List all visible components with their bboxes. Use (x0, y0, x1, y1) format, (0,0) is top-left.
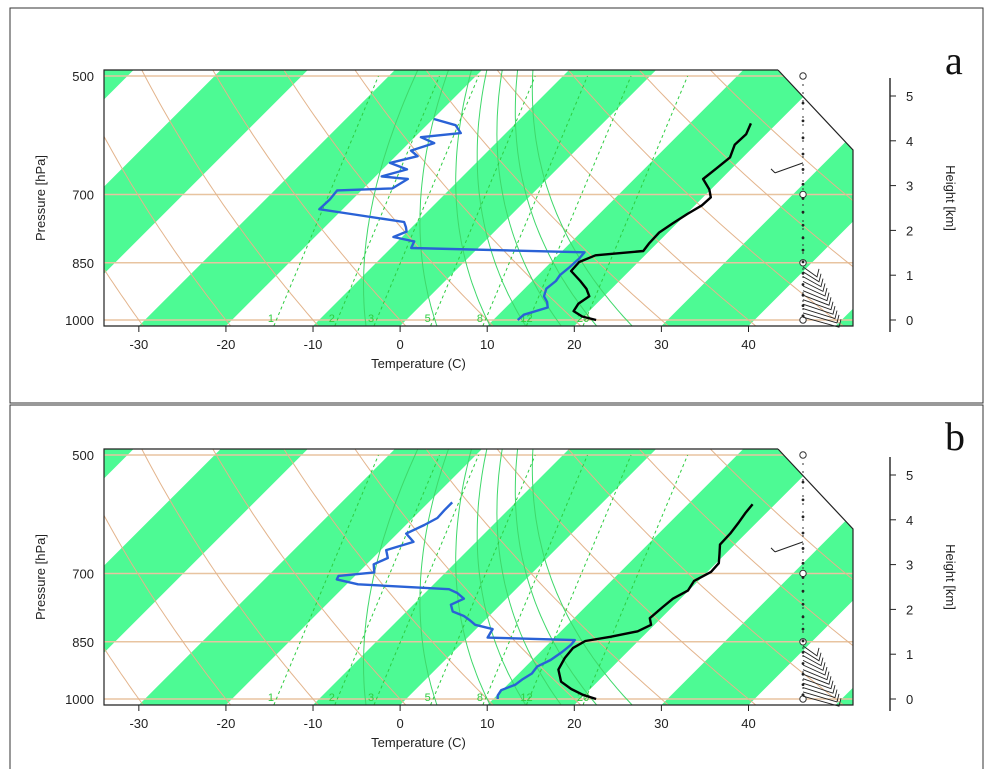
wind-dot (802, 603, 805, 606)
x-tick-label: -20 (217, 716, 236, 731)
wind-dot (802, 211, 805, 214)
x-tick-label: 10 (480, 716, 494, 731)
wind-dot (802, 153, 805, 156)
pressure-tick-label: 850 (72, 256, 94, 271)
wind-dot (802, 314, 805, 317)
x-axis-label: Temperature (C) (371, 735, 466, 750)
x-tick-label: -10 (304, 337, 323, 352)
x-tick-label: 0 (396, 337, 403, 352)
x-tick-label: 20 (567, 716, 581, 731)
y-axis-label: Pressure [hPa] (33, 155, 48, 241)
wind-dot (802, 662, 805, 665)
wind-dot (802, 197, 805, 200)
height-tick-label: 2 (906, 602, 913, 617)
wind-dot (802, 616, 805, 619)
wind-level-marker (800, 191, 806, 197)
x-tick-label: 30 (654, 716, 668, 731)
mixing-ratio-label: 8 (477, 692, 483, 704)
x-tick-label: -10 (304, 716, 323, 731)
wind-dot (802, 532, 805, 535)
height-tick-label: 5 (906, 89, 913, 104)
x-tick-label: 40 (741, 337, 755, 352)
pressure-tick-label: 700 (72, 566, 94, 581)
wind-dot (802, 590, 805, 593)
wind-dot (802, 224, 805, 227)
wind-dot (802, 119, 805, 122)
height-tick-label: 4 (906, 513, 913, 528)
height-tick-label: 0 (906, 313, 913, 328)
wind-dot (802, 562, 805, 565)
mixing-ratio-label: 3 (368, 313, 374, 325)
wind-dot (802, 136, 805, 139)
panel-letter: b (945, 414, 965, 459)
wind-dot (802, 576, 805, 579)
height-tick-label: 3 (906, 179, 913, 194)
pressure-tick-label: 1000 (65, 692, 94, 707)
pressure-tick-label: 500 (72, 448, 94, 463)
wind-dot (802, 183, 805, 186)
wind-dot (802, 102, 805, 105)
wind-level-marker (800, 452, 806, 458)
wind-dot (802, 498, 805, 501)
wind-dot (802, 515, 805, 518)
pressure-tick-label: 500 (72, 69, 94, 84)
x-tick-label: 20 (567, 337, 581, 352)
wind-dot (802, 547, 805, 550)
pressure-tick-label: 850 (72, 635, 94, 650)
mixing-ratio-label: 2 (329, 692, 335, 704)
height-axis-label: Height [km] (943, 165, 958, 231)
wind-dot (802, 693, 805, 696)
x-tick-label: -20 (217, 337, 236, 352)
wind-level-marker (800, 570, 806, 576)
x-tick-label: -30 (129, 337, 148, 352)
pressure-tick-label: 1000 (65, 313, 94, 328)
wind-dot (802, 283, 805, 286)
pressure-tick-label: 700 (72, 187, 94, 202)
height-axis-label: Height [km] (943, 544, 958, 610)
height-tick-label: 3 (906, 558, 913, 573)
wind-dot (802, 249, 805, 252)
wind-dot (802, 640, 805, 643)
height-tick-label: 1 (906, 647, 913, 662)
mixing-ratio-label: 3 (368, 692, 374, 704)
wind-dot (802, 168, 805, 171)
x-tick-label: -30 (129, 716, 148, 731)
panel-letter: a (945, 38, 963, 83)
mixing-ratio-label: 12 (520, 692, 532, 704)
height-tick-label: 2 (906, 223, 913, 238)
wind-dot (802, 237, 805, 240)
mixing-ratio-label: 1 (268, 692, 274, 704)
wind-level-marker (800, 73, 806, 79)
mixing-ratio-label: 5 (425, 692, 431, 704)
wind-dot (802, 628, 805, 631)
height-tick-label: 4 (906, 134, 913, 149)
height-tick-label: 0 (906, 692, 913, 707)
height-tick-label: 1 (906, 268, 913, 283)
x-tick-label: 40 (741, 716, 755, 731)
mixing-ratio-label: 8 (477, 313, 483, 325)
y-axis-label: Pressure [hPa] (33, 534, 48, 620)
x-tick-label: 0 (396, 716, 403, 731)
mixing-ratio-label: 5 (425, 313, 431, 325)
wind-dot (802, 261, 805, 264)
x-axis-label: Temperature (C) (371, 356, 466, 371)
x-tick-label: 30 (654, 337, 668, 352)
wind-dot (802, 481, 805, 484)
mixing-ratio-label: 2 (329, 313, 335, 325)
x-tick-label: 10 (480, 337, 494, 352)
height-tick-label: 5 (906, 468, 913, 483)
mixing-ratio-label: 1 (268, 313, 274, 325)
